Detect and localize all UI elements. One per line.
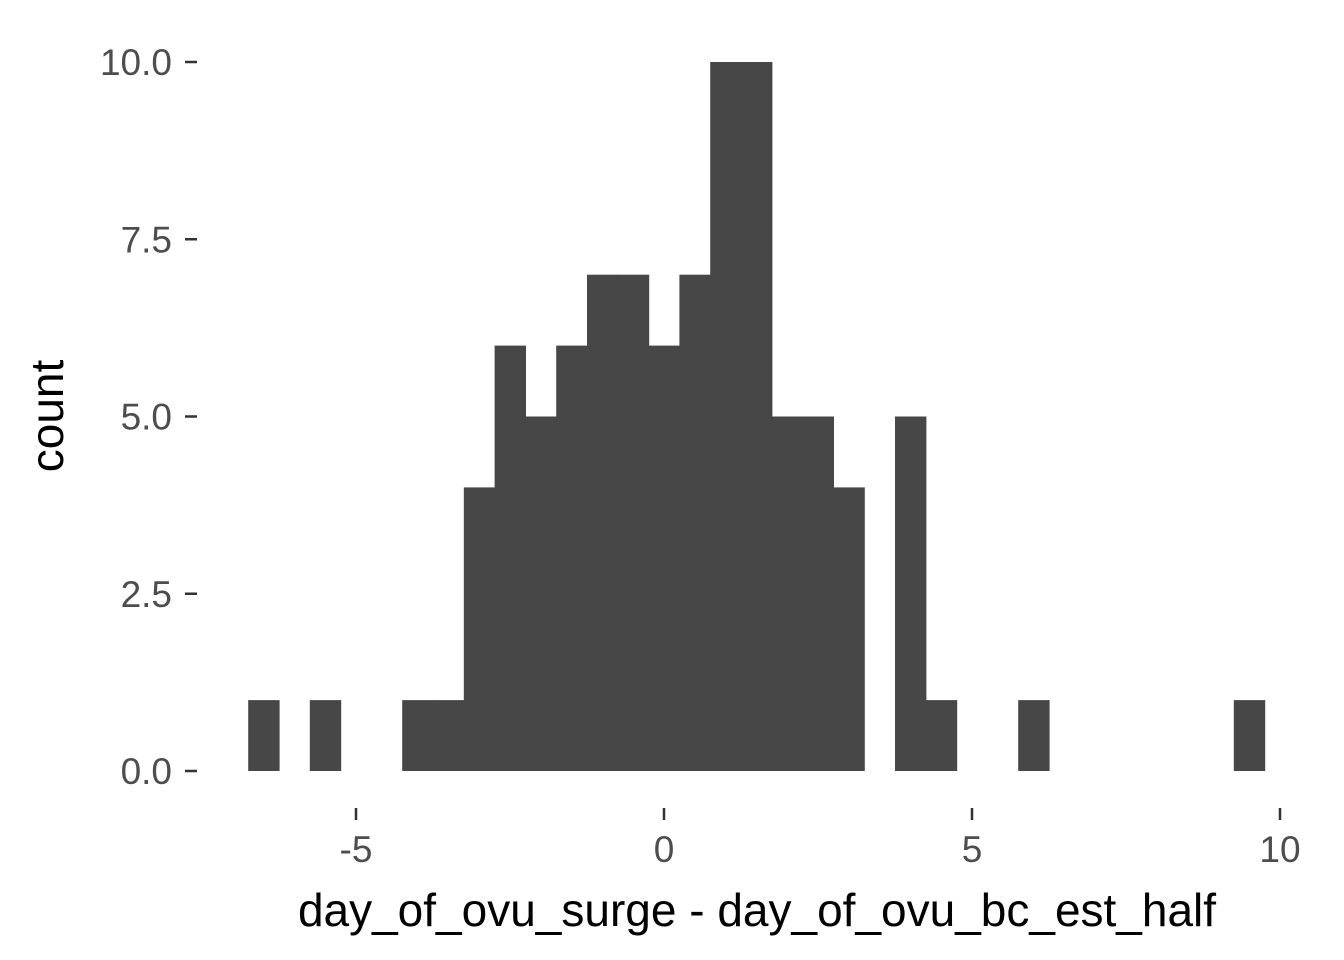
histogram-bar bbox=[402, 700, 434, 771]
histogram-bar bbox=[433, 700, 465, 771]
histogram-bar bbox=[1018, 700, 1050, 771]
y-tick-label: 7.5 bbox=[121, 219, 172, 260]
x-tick-label: -5 bbox=[340, 829, 373, 870]
x-axis-title: day_of_ovu_surge - day_of_ovu_bc_est_hal… bbox=[298, 884, 1216, 936]
histogram-bar bbox=[587, 274, 619, 771]
histogram-bar bbox=[925, 700, 958, 771]
y-tick-label: 0.0 bbox=[121, 751, 172, 792]
x-tick-label: 5 bbox=[962, 829, 983, 870]
histogram-bar bbox=[833, 487, 865, 771]
histogram-bar bbox=[679, 274, 711, 771]
histogram-bar bbox=[494, 345, 526, 771]
y-tick-label: 5.0 bbox=[121, 397, 172, 438]
histogram-bar bbox=[463, 487, 496, 771]
histogram-bar bbox=[309, 700, 342, 771]
x-tick-label: 10 bbox=[1259, 829, 1300, 870]
y-tick-label: 10.0 bbox=[100, 42, 172, 83]
histogram-bar bbox=[648, 345, 680, 771]
histogram-bar bbox=[895, 416, 927, 771]
histogram-bar bbox=[556, 345, 588, 771]
histogram-bars bbox=[248, 62, 1266, 771]
histogram-bar bbox=[771, 416, 804, 771]
x-tick-label: 0 bbox=[654, 829, 675, 870]
histogram-bar bbox=[1233, 700, 1266, 771]
y-axis: 0.0 2.5 5.0 7.5 10.0 bbox=[100, 42, 197, 792]
histogram-bar bbox=[710, 62, 742, 771]
histogram-bar bbox=[741, 62, 773, 771]
x-axis: -5 0 5 10 bbox=[340, 808, 1301, 870]
histogram-bar bbox=[525, 416, 557, 771]
histogram-bar bbox=[617, 274, 650, 771]
y-axis-title: count bbox=[21, 360, 73, 473]
histogram-bar bbox=[802, 416, 834, 771]
histogram-bar bbox=[248, 700, 280, 771]
y-tick-label: 2.5 bbox=[121, 574, 172, 615]
